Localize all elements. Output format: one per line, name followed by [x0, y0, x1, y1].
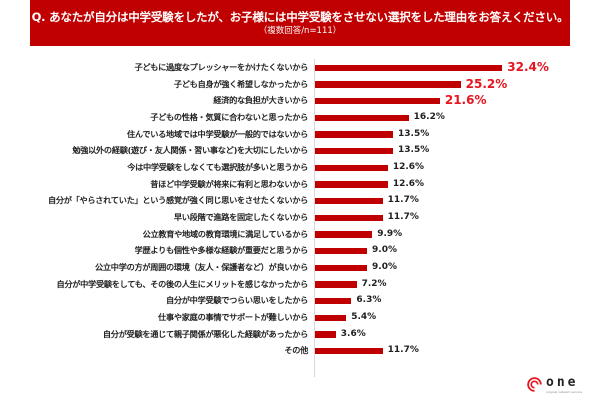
value-label: 11.7% [387, 212, 419, 223]
question-title: Q. あなたが自分は中学受験をしたが、お子様には中学受験をさせない選択をした理由… [31, 10, 569, 24]
bar [315, 347, 383, 355]
value-label: 32.4% [507, 60, 549, 74]
chart-row: 早い段階で進路を固定したくないから 11.7% [0, 209, 600, 226]
bar [315, 247, 368, 255]
bar [315, 114, 409, 121]
chart-row: 公立中学の方が周囲の環境（友人・保護者など）が良いから 9.0% [0, 259, 600, 276]
chart-row: 自分が受験を通じて親子関係が悪化した経験があったから 3.6% [0, 326, 600, 343]
chart-row: 自分が中学受験をしても、その後の人生にメリットを感じなかったから 7.2% [0, 276, 600, 293]
category-label: 子どもに過度なプレッシャーをかけたくないから [134, 62, 308, 72]
value-label: 11.7% [387, 345, 419, 356]
chart-row: 昔ほど中学受験が将来に有利と思わないから 12.6% [0, 176, 600, 193]
brand-logo: one original network service [527, 375, 597, 397]
bar [315, 214, 383, 222]
category-label: 昔ほど中学受験が将来に有利と思わないから [150, 178, 308, 189]
category-label: 子どもの性格・気質に合わないと思ったから [150, 112, 308, 122]
category-label: 子ども自身が強く希望しなかったから [173, 78, 308, 89]
value-label: 6.3% [356, 295, 382, 306]
category-label: 公立中学の方が周囲の環境（友人・保護者など）が良いから [95, 262, 308, 273]
chart-row: 仕事や家庭の事情でサポートが難しいから 5.4% [0, 309, 600, 326]
category-label: 住んでいる地域では中学受験が一般的ではないから [126, 128, 308, 139]
chart-row: 子どもに過度なプレッシャーをかけたくないから 32.4% [0, 59, 600, 76]
category-label: 自分が中学受験でつらい思いをしたから [166, 295, 308, 306]
chart-row: 子どもの性格・気質に合わないと思ったから 16.2% [0, 109, 600, 126]
category-label: 勉強以外の経験(遊び・友人関係・習い事など)を大切にしたいから [72, 145, 308, 156]
chart-row: 学歴よりも個性や多様な経験が重要だと思うから 9.0% [0, 242, 600, 259]
logo-circle-icon [527, 377, 542, 392]
value-label: 3.6% [340, 328, 366, 339]
bar [315, 197, 383, 205]
value-label: 12.6% [392, 178, 425, 189]
value-label: 13.5% [398, 128, 430, 139]
logo-wordmark: one [546, 375, 579, 390]
chart-row: 公立教育や地域の教育環境に満足しているから 9.9% [0, 226, 600, 243]
chart-row: 自分が中学受験でつらい思いをしたから 6.3% [0, 292, 600, 309]
value-label: 9.0% [372, 262, 397, 273]
bar [315, 297, 352, 305]
bar [315, 147, 394, 155]
bar [315, 181, 388, 188]
chart-row: 住んでいる地域では中学受験が一般的ではないから 13.5% [0, 126, 600, 143]
value-label: 25.2% [465, 76, 508, 91]
bar [315, 81, 461, 88]
category-label: 経済的な負担が大きいから [213, 95, 308, 106]
category-label: 自分が「やらされていた」という感覚が強く同じ思いをさせたくないから [47, 195, 308, 206]
category-label: 仕事や家庭の事情でサポートが難しいから [158, 312, 308, 323]
value-label: 5.4% [351, 312, 377, 323]
bar [315, 231, 373, 238]
bar [315, 314, 347, 322]
y-axis-line [314, 59, 315, 377]
chart-row: 勉強以外の経験(遊び・友人関係・習い事など)を大切にしたいから 13.5% [0, 142, 600, 159]
value-label: 13.5% [398, 145, 430, 156]
bar [315, 281, 357, 288]
value-label: 21.6% [444, 93, 487, 108]
value-label: 16.2% [413, 112, 445, 122]
chart-row: 自分が「やらされていた」という感覚が強く同じ思いをさせたくないから 11.7% [0, 192, 600, 209]
sample-note: （複数回答/n=111） [258, 26, 342, 36]
value-label: 7.2% [361, 278, 387, 289]
bar [315, 164, 388, 172]
bar [315, 64, 503, 71]
bar-chart: 子どもに過度なプレッシャーをかけたくないから 32.4% 子ども自身が強く希望しなか… [0, 59, 600, 379]
chart-row: その他 11.7% [0, 342, 600, 359]
bar [315, 131, 394, 138]
bar [315, 97, 440, 105]
logo-tagline: original network service [546, 390, 583, 394]
value-label: 12.6% [392, 162, 425, 173]
category-label: 学歴よりも個性や多様な経験が重要だと思うから [134, 245, 309, 256]
value-label: 9.0% [372, 245, 397, 256]
category-label: 早い段階で進路を固定したくないから [173, 212, 308, 223]
chart-row: 経済的な負担が大きいから 21.6% [0, 92, 600, 109]
category-label: その他 [284, 345, 308, 356]
value-label: 11.7% [387, 195, 419, 206]
question-banner: Q. あなたが自分は中学受験をしたが、お子様には中学受験をさせない選択をした理由… [30, 0, 570, 46]
value-label: 9.9% [377, 228, 403, 239]
chart-row: 子ども自身が強く希望しなかったから 25.2% [0, 76, 600, 93]
category-label: 自分が受験を通じて親子関係が悪化した経験があったから [102, 328, 308, 339]
category-label: 今は中学受験をしなくても選択肢が多いと思うから [127, 162, 308, 173]
bar [315, 264, 368, 272]
category-label: 公立教育や地域の教育環境に満足しているから [142, 228, 309, 239]
category-label: 自分が中学受験をしても、その後の人生にメリットを感じなかったから [56, 278, 309, 289]
chart-row: 今は中学受験をしなくても選択肢が多いと思うから 12.6% [0, 159, 600, 176]
bar [315, 331, 336, 338]
